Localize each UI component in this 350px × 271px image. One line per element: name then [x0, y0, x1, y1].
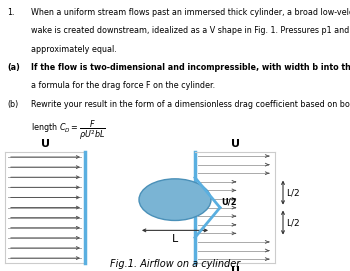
Text: When a uniform stream flows past an immersed thick cylinder, a broad low-velocit: When a uniform stream flows past an imme…: [31, 8, 350, 17]
Ellipse shape: [139, 179, 211, 221]
Text: Rewrite your result in the form of a dimensionless drag coefficient based on bod: Rewrite your result in the form of a dim…: [31, 100, 350, 109]
Text: If the flow is two-dimensional and incompressible, with width b into the paper, : If the flow is two-dimensional and incom…: [31, 63, 350, 72]
Text: L/2: L/2: [286, 218, 300, 227]
Text: wake is created downstream, idealized as a V shape in Fig. 1. Pressures p1 and p: wake is created downstream, idealized as…: [31, 27, 350, 36]
Text: L: L: [172, 234, 178, 244]
Text: U: U: [41, 139, 49, 149]
Text: U/2: U/2: [221, 198, 237, 207]
Text: (a): (a): [7, 63, 20, 72]
Text: U: U: [231, 266, 239, 271]
Text: a formula for the drag force F on the cylinder.: a formula for the drag force F on the cy…: [31, 81, 215, 90]
Text: U: U: [231, 139, 239, 149]
Text: 1.: 1.: [7, 8, 14, 17]
Text: approximately equal.: approximately equal.: [31, 45, 117, 54]
Text: length $C_D = \dfrac{F}{\rho U^2 bL}$: length $C_D = \dfrac{F}{\rho U^2 bL}$: [31, 118, 106, 142]
Text: Fig.1. Airflow on a cylinder: Fig.1. Airflow on a cylinder: [110, 259, 240, 269]
Text: (b): (b): [7, 100, 18, 109]
Text: L/2: L/2: [286, 188, 300, 197]
